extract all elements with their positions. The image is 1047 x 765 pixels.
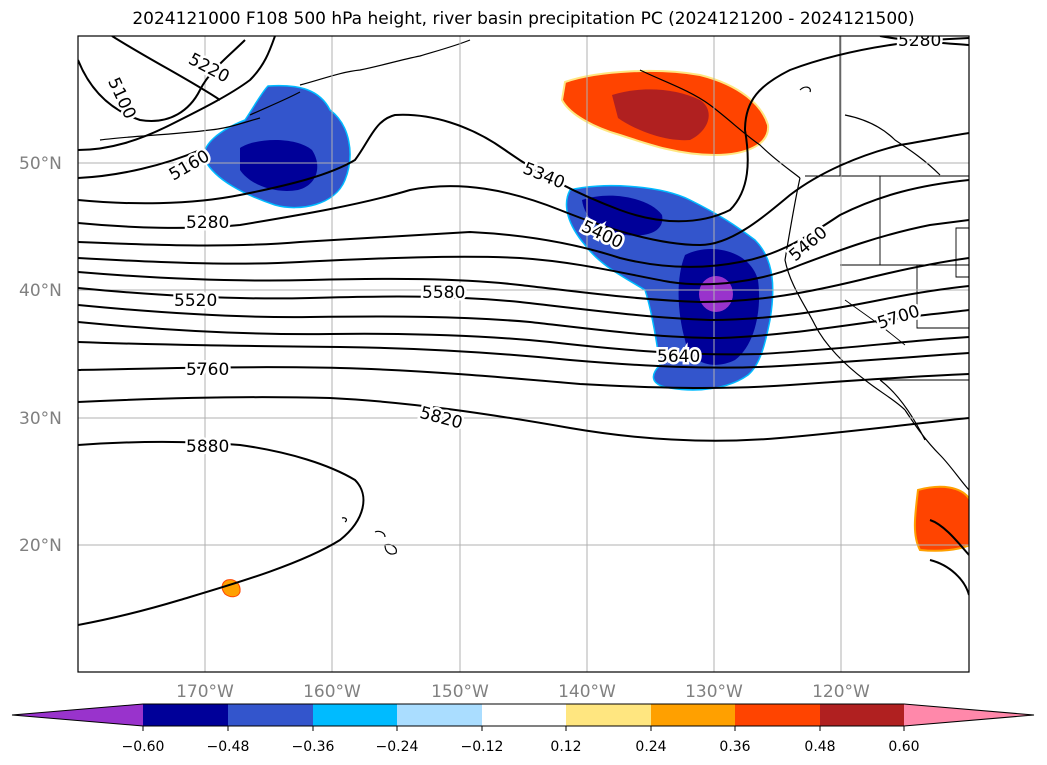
- colorbar-tick-label: 0.60: [888, 739, 919, 755]
- colorbar-bin: [820, 704, 904, 726]
- lon-label-130w: 130°W: [685, 682, 743, 702]
- colorbar-bin: [735, 704, 820, 726]
- colorbar-extend-min: [12, 704, 143, 726]
- map-frame: [77, 35, 970, 673]
- colorbar-tick-labels: −0.60 −0.48 −0.36 −0.24 −0.12 0.12 0.24 …: [122, 739, 920, 755]
- lat-label-40n: 40°N: [19, 281, 62, 301]
- lon-label-120w: 120°W: [812, 682, 870, 702]
- colorbar-bin: [143, 704, 228, 726]
- contour-label-5880: 5880: [186, 437, 229, 457]
- contour-label-5280-east: 5280: [898, 31, 941, 51]
- colorbar-bin: [566, 704, 651, 726]
- latitude-labels: 50°N 40°N 30°N 20°N: [19, 154, 62, 556]
- colorbar-bin: [228, 704, 313, 726]
- colorbar-bin: [397, 704, 482, 726]
- lon-label-170w: 170°W: [176, 682, 234, 702]
- colorbar-bin: [313, 704, 397, 726]
- lat-label-20n: 20°N: [19, 536, 62, 556]
- colorbar-tick-label: −0.36: [292, 739, 335, 755]
- colorbar-tick-label: −0.48: [207, 739, 250, 755]
- colorbar-tick-label: 0.12: [550, 739, 581, 755]
- map-title: 2024121000 F108 500 hPa height, river ba…: [132, 9, 915, 29]
- lon-label-150w: 150°W: [431, 682, 489, 702]
- contour-label-5580: 5580: [422, 283, 465, 303]
- longitude-labels: 170°W 160°W 150°W 140°W 130°W 120°W: [176, 682, 870, 702]
- colorbar-tick-label: 0.36: [719, 739, 750, 755]
- contour-label-5280-west: 5280: [186, 213, 229, 233]
- colorbar-bin: [482, 704, 566, 726]
- height-contours: [78, 36, 969, 626]
- colorbar-bin: [651, 704, 735, 726]
- contour-label-5640: 5640: [657, 347, 700, 367]
- lon-label-140w: 140°W: [558, 682, 616, 702]
- lat-label-30n: 30°N: [19, 409, 62, 429]
- colorbar-tick-label: 0.48: [804, 739, 835, 755]
- colorbar-tick-label: −0.24: [376, 739, 419, 755]
- lon-label-160w: 160°W: [303, 682, 361, 702]
- political-borders: [805, 36, 969, 381]
- colorbar-tick-marks: [142, 726, 905, 731]
- colorbar: −0.60 −0.48 −0.36 −0.24 −0.12 0.12 0.24 …: [11, 703, 1035, 755]
- precip-anomaly-positive-nw: [560, 70, 770, 157]
- colorbar-tick-label: −0.60: [122, 739, 165, 755]
- contour-label-5520: 5520: [174, 291, 217, 311]
- colorbar-extend-max: [904, 704, 1034, 726]
- colorbar-tick-label: 0.24: [635, 739, 666, 755]
- contour-label-5760: 5760: [186, 360, 229, 380]
- colorbar-tick-label: −0.12: [461, 739, 504, 755]
- lat-label-50n: 50°N: [19, 154, 62, 174]
